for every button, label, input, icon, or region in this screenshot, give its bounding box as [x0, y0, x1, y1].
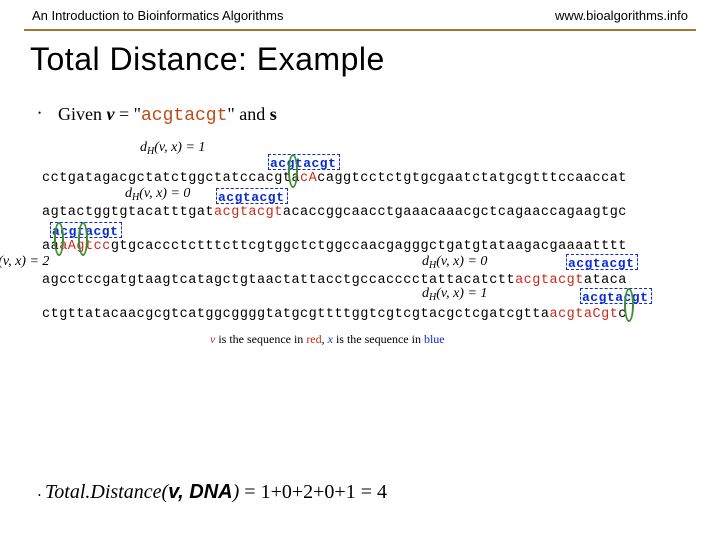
dna-sequence: agcctccgatgtaagtcatagctgtaactattacctgcca…	[42, 274, 627, 288]
hamming-distance-label: dH(v, x) = 1	[140, 140, 205, 156]
hamming-distance-label: dH(v, x) = 0	[125, 186, 190, 202]
bullet-icon: •	[38, 491, 41, 500]
hamming-distance-label: dH(v, x) = 2	[0, 254, 49, 270]
v-dashed-box	[580, 288, 652, 304]
given-eq: = "	[115, 104, 142, 124]
v-dashed-box	[216, 188, 288, 204]
v-dashed-box	[566, 254, 638, 270]
dna-sequence: cctgatagacgctatctggctatccacgtacAcaggtcct…	[42, 172, 627, 186]
dna-sequence: aaaAgtccgtgcaccctctttcttcgtggctctggccaac…	[42, 240, 627, 254]
total-fn: Total.Distance(	[45, 481, 168, 503]
v-dashed-box	[268, 154, 340, 170]
given-pattern: acgtacgt	[141, 106, 227, 126]
given-v: v	[107, 104, 115, 124]
slide: An Introduction to Bioinformatics Algori…	[0, 0, 720, 540]
given-suffix: " and	[227, 104, 269, 124]
slide-title: Total Distance: Example	[30, 31, 690, 86]
slide-header: An Introduction to Bioinformatics Algori…	[30, 8, 690, 27]
total-distance-line: • Total.Distance(v, DNA) = 1+0+2+0+1 = 4	[30, 481, 387, 504]
mismatch-ellipse	[624, 288, 634, 322]
sequence-diagram: acgtacgtcctgatagacgctatctggctatccacgtacA…	[20, 144, 690, 364]
mismatch-ellipse	[78, 222, 88, 256]
header-right: www.bioalgorithms.info	[555, 8, 688, 23]
dna-sequence: agtactggtgtacatttgatacgtacgtacaccggcaacc…	[42, 206, 627, 220]
dna-sequence: ctgttatacaacgcgtcatggcggggtatgcgttttggtc…	[42, 308, 627, 322]
total-rhs: = 1+0+2+0+1 = 4	[239, 481, 387, 503]
hamming-distance-label: dH(v, x) = 1	[422, 286, 487, 302]
mismatch-ellipse	[288, 154, 298, 188]
mismatch-ellipse	[54, 222, 64, 256]
given-s: s	[270, 104, 277, 124]
total-args: v, DNA	[168, 481, 232, 503]
header-left: An Introduction to Bioinformatics Algori…	[32, 8, 283, 23]
bullet-icon: •	[38, 108, 41, 118]
given-prefix: Given	[58, 104, 107, 124]
given-line: • Given v = "acgtacgt" and s	[30, 86, 690, 138]
diagram-caption: v is the sequence in red, x is the seque…	[210, 332, 445, 347]
hamming-distance-label: dH(v, x) = 0	[422, 254, 487, 270]
